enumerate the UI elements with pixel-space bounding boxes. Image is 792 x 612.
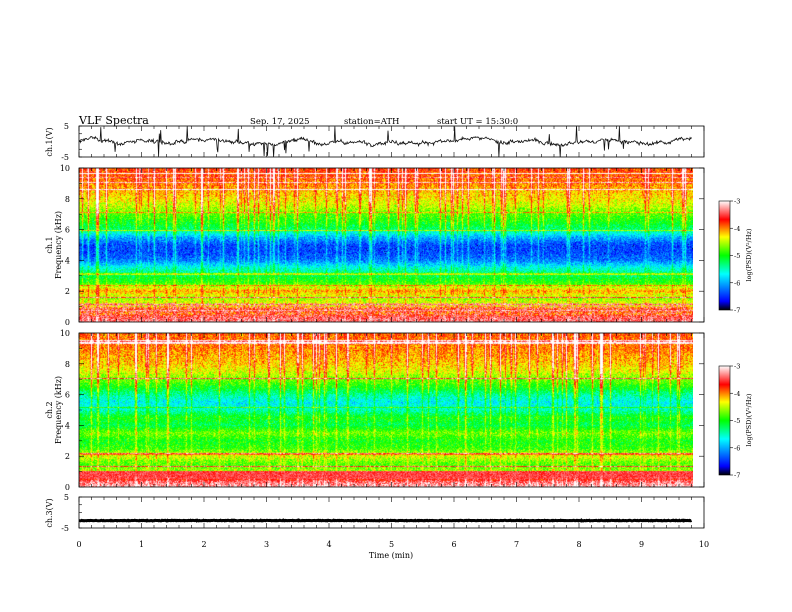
colorbar-tick-label: -6 xyxy=(734,444,740,452)
colorbar-tick-label: -7 xyxy=(734,472,740,480)
x-tick-label: 4 xyxy=(326,540,331,549)
frequency-tick-label: 8 xyxy=(65,195,70,204)
time-axis-ticks xyxy=(78,126,705,528)
colorbar-tick-label: -6 xyxy=(734,279,740,287)
x-tick-label: 3 xyxy=(264,540,269,549)
x-tick-label: 10 xyxy=(699,540,709,549)
ch2-spectrogram-panel: 0 2 4 6 8 10 ch.2 Frequency (kHz) xyxy=(45,329,705,492)
ch1-colorbar-label: log(PSD)(V²/Hz) xyxy=(745,228,753,281)
x-tick-label: 6 xyxy=(451,540,456,549)
frequency-tick-label: 2 xyxy=(65,452,70,461)
ch2-colorbar-ticks: -3 -4 -5 -6 -7 xyxy=(730,363,740,480)
frequency-tick-label: 4 xyxy=(65,421,70,430)
colorbar-tick-label: -4 xyxy=(734,225,740,233)
colorbar-tick-label: -3 xyxy=(734,363,740,371)
frequency-tick-label: 0 xyxy=(65,318,70,327)
colorbar-tick-label: -3 xyxy=(734,198,740,206)
ch2-colorbar-label: log(PSD)(V²/Hz) xyxy=(745,393,753,446)
x-tick-label: 7 xyxy=(514,540,519,549)
ch1-ytick-top: 5 xyxy=(64,122,69,131)
ch1-ylabel: ch.1(V) xyxy=(45,127,54,156)
ch2-colorbar-gradient xyxy=(718,365,731,476)
colorbar-tick-label: -4 xyxy=(734,390,740,398)
ch1-colorbar-gradient xyxy=(718,200,731,311)
frequency-tick-label: 10 xyxy=(60,164,70,173)
ch2-spectrogram-yticks: 0 2 4 6 8 10 xyxy=(60,329,704,492)
ch1-spectrogram-panel: 0 2 4 6 8 10 ch.1 Frequency (kHz) xyxy=(45,164,705,327)
ch3-ytick-bottom: -5 xyxy=(61,524,69,533)
ch2-spectrogram-ylabel: Frequency (kHz) xyxy=(54,376,63,444)
ch1-ytick-bottom: -5 xyxy=(61,153,69,162)
frequency-tick-label: 8 xyxy=(65,360,70,369)
x-tick-label: 2 xyxy=(201,540,206,549)
time-axis-tick-labels: 0 1 2 3 4 5 6 7 8 9 10 xyxy=(76,540,709,549)
figure-date: Sep. 17, 2025 xyxy=(250,117,310,127)
figure-title: VLF Spectra xyxy=(78,114,149,127)
x-tick-label: 5 xyxy=(389,540,394,549)
ch1-spectrogram-label-channel: ch.1 xyxy=(45,236,54,253)
x-tick-label: 1 xyxy=(139,540,144,549)
colorbar-tick-label: -5 xyxy=(734,252,740,260)
figure-start-ut: start UT = 15:30:0 xyxy=(437,117,518,127)
frequency-tick-label: 0 xyxy=(65,483,70,492)
frequency-tick-label: 6 xyxy=(65,226,70,235)
ch1-colorbar-ticks: -3 -4 -5 -6 -7 xyxy=(730,198,740,315)
frequency-tick-label: 2 xyxy=(65,287,70,296)
ch1-spectrogram-ylabel: Frequency (kHz) xyxy=(54,211,63,279)
ch2-spectrogram-label-channel: ch.2 xyxy=(45,401,54,418)
ch2-spectrogram-image xyxy=(79,333,693,487)
colorbar-tick-label: -5 xyxy=(734,417,740,425)
frequency-tick-label: 10 xyxy=(60,329,70,338)
ch3-ytick-top: 5 xyxy=(64,493,69,502)
colorbar-tick-label: -7 xyxy=(734,307,740,315)
ch1-spectrogram-image xyxy=(79,168,693,322)
x-axis-label: Time (min) xyxy=(369,551,413,560)
x-tick-label: 9 xyxy=(639,540,644,549)
ch1-colorbar: -3 -4 -5 -6 -7 log(PSD)(V²/Hz) xyxy=(718,198,753,315)
ch1-spectrogram-yticks: 0 2 4 6 8 10 xyxy=(60,164,704,327)
x-tick-label: 0 xyxy=(76,540,81,549)
figure-station: station=ATH xyxy=(344,117,399,127)
ch3-waveform-trace xyxy=(78,518,693,523)
ch3-ylabel: ch.3(V) xyxy=(45,498,54,527)
ch2-colorbar: -3 -4 -5 -6 -7 log(PSD)(V²/Hz) xyxy=(718,363,753,480)
frequency-tick-label: 4 xyxy=(65,256,70,265)
ch1-waveform-trace xyxy=(78,125,692,158)
frequency-tick-label: 6 xyxy=(65,391,70,400)
x-tick-label: 8 xyxy=(576,540,581,549)
